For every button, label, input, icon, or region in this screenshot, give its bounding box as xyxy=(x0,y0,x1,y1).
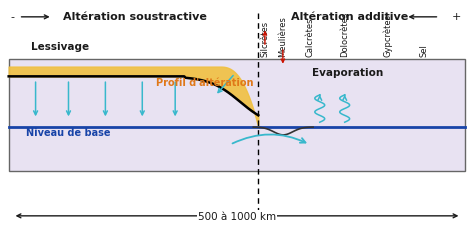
Text: Dolocrètes: Dolocrètes xyxy=(340,12,349,57)
Text: Lessivage: Lessivage xyxy=(31,42,90,52)
Text: 500 à 1000 km: 500 à 1000 km xyxy=(198,212,276,222)
Text: Calcrètes: Calcrètes xyxy=(305,17,314,57)
Bar xyxy=(9,59,465,171)
Text: Niveau de base: Niveau de base xyxy=(26,128,111,138)
Text: Silcrètes: Silcrètes xyxy=(260,21,269,57)
Text: Altération soustractive: Altération soustractive xyxy=(64,12,207,22)
Text: Sel: Sel xyxy=(420,44,429,57)
Text: +: + xyxy=(451,12,461,22)
Text: Meulières: Meulières xyxy=(278,16,287,57)
Text: -: - xyxy=(11,12,15,22)
Text: Gypcrètes: Gypcrètes xyxy=(383,14,392,57)
Text: Altération additive: Altération additive xyxy=(291,12,408,22)
Text: Evaporation: Evaporation xyxy=(312,68,383,78)
Text: Profil d'altération: Profil d'altération xyxy=(156,78,254,88)
